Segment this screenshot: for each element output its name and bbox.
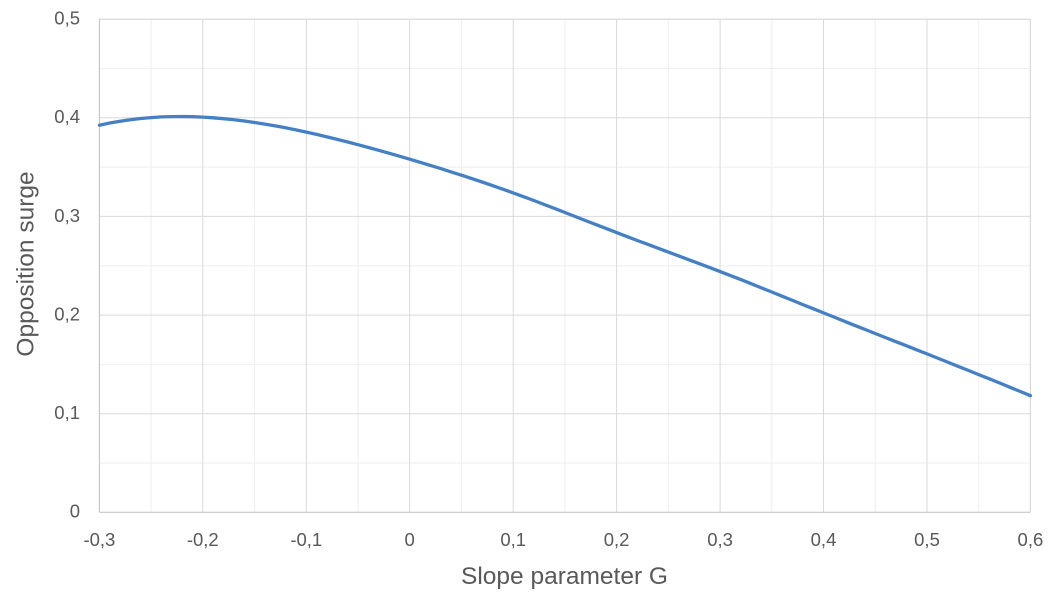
svg-text:0,2: 0,2 [54, 304, 80, 325]
svg-text:Slope parameter G: Slope parameter G [461, 563, 668, 590]
svg-text:0,1: 0,1 [54, 402, 80, 423]
svg-text:0: 0 [405, 529, 415, 550]
svg-text:0,5: 0,5 [914, 529, 940, 550]
svg-text:0,5: 0,5 [54, 8, 80, 29]
svg-text:-0,2: -0,2 [187, 529, 219, 550]
svg-text:-0,3: -0,3 [83, 529, 115, 550]
svg-text:0: 0 [70, 501, 80, 522]
svg-text:0,4: 0,4 [811, 529, 837, 550]
svg-text:0,6: 0,6 [1018, 529, 1044, 550]
svg-text:0,4: 0,4 [54, 106, 80, 127]
svg-text:0,1: 0,1 [500, 529, 526, 550]
svg-text:0,3: 0,3 [707, 529, 733, 550]
svg-text:Opposition surge: Opposition surge [13, 171, 40, 356]
svg-text:-0,1: -0,1 [290, 529, 322, 550]
svg-text:0,3: 0,3 [54, 205, 80, 226]
svg-text:0,2: 0,2 [604, 529, 630, 550]
